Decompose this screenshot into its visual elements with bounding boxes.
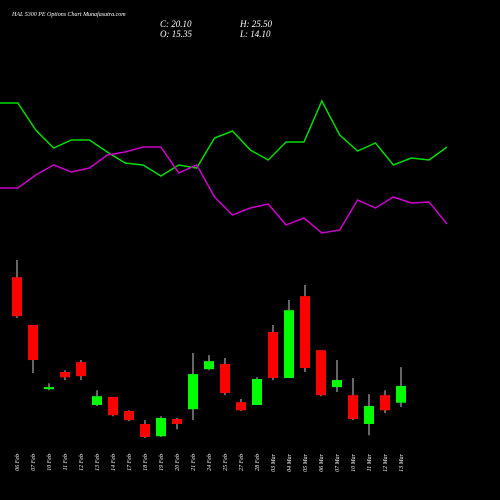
x-tick-label: 20 Feb xyxy=(175,454,181,471)
x-tick-label: 13 Feb xyxy=(95,454,101,471)
x-tick-label: 10 Mar xyxy=(351,453,357,471)
x-tick-label: 07 Feb xyxy=(31,454,37,471)
x-tick-label: 28 Feb xyxy=(255,454,261,471)
candle-body xyxy=(300,296,310,369)
candle-body xyxy=(316,350,326,396)
x-tick-label: 24 Feb xyxy=(206,454,213,471)
candle-body xyxy=(156,417,166,437)
x-tick-label: 10 Feb xyxy=(47,454,53,471)
candle-body xyxy=(236,402,246,411)
candle-body xyxy=(188,374,198,410)
x-tick-label: 12 Mar xyxy=(383,453,389,471)
candle-body xyxy=(332,380,342,388)
candle-body xyxy=(44,387,54,390)
x-tick-label: 17 Feb xyxy=(127,454,133,471)
candle-body xyxy=(60,371,70,378)
candle-body xyxy=(204,361,214,370)
candle-body xyxy=(284,310,294,378)
line-series xyxy=(0,146,448,234)
x-tick-label: 19 Feb xyxy=(159,454,165,471)
x-tick-label: 03 Mar xyxy=(271,453,277,471)
candle-body xyxy=(108,396,118,416)
chart-title: HAL 5300 PE Options Chart Munafasutra.co… xyxy=(11,11,126,18)
line-series xyxy=(0,99,448,177)
x-tick-label: 11 Mar xyxy=(367,453,373,471)
candle-body xyxy=(140,423,150,437)
x-tick-label: 06 Mar xyxy=(319,453,325,471)
x-tick-label: 07 Mar xyxy=(335,453,341,471)
candle-body xyxy=(92,396,102,405)
candle-body xyxy=(364,406,374,424)
candle-body xyxy=(172,419,182,424)
x-tick-label: 27 Feb xyxy=(239,454,245,471)
candle-body xyxy=(124,410,134,421)
candle-body xyxy=(380,395,390,411)
candle-body xyxy=(396,386,406,403)
x-tick-label: 25 Feb xyxy=(223,454,229,471)
candle-body xyxy=(76,362,86,377)
info-high: H: 25.50 xyxy=(239,19,272,29)
candle-body xyxy=(252,379,262,405)
info-close: C: 20.10 xyxy=(160,19,192,29)
candle-body xyxy=(268,331,278,378)
x-tick-label: 18 Feb xyxy=(143,454,149,471)
info-open: O: 15.35 xyxy=(160,29,192,39)
x-tick-label: 04 Mar xyxy=(286,453,293,471)
x-tick-label: 14 Feb xyxy=(110,454,117,471)
info-low: L: 14.10 xyxy=(239,29,271,39)
x-tick-label: 06 Feb xyxy=(15,454,21,471)
x-tick-label: 05 Mar xyxy=(303,453,309,471)
x-tick-label: 21 Feb xyxy=(191,454,197,471)
candle-body xyxy=(28,324,38,361)
x-tick-label: 12 Feb xyxy=(79,454,85,471)
x-tick-label: 13 Mar xyxy=(399,453,405,471)
candle-body xyxy=(348,395,358,420)
candle-body xyxy=(12,277,22,317)
x-tick-label: 11 Feb xyxy=(63,454,69,470)
candle-body xyxy=(220,363,230,394)
